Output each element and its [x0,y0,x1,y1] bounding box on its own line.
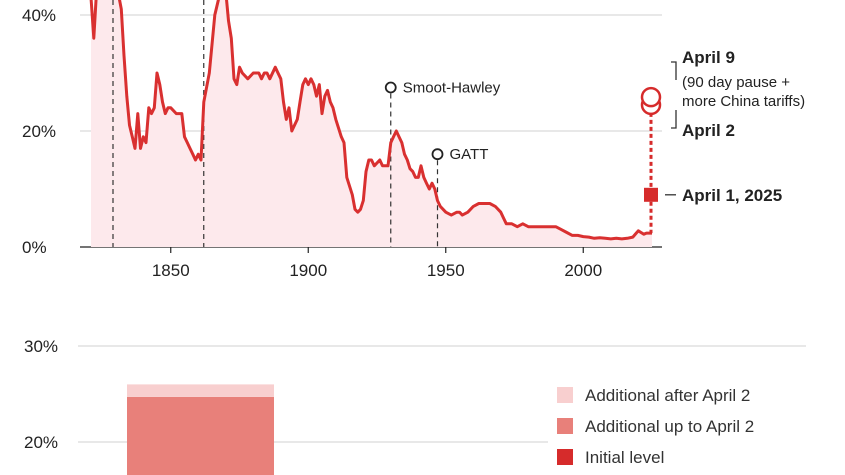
bar-segment [127,396,274,475]
bracket-april-2 [671,110,677,129]
legend-swatch [557,449,573,465]
label-april-9-note: (90 day pause + [682,74,790,91]
marker-april-9 [640,86,662,108]
label-april-9: April 9 [682,48,735,67]
bar-segment [127,384,274,397]
event-label: GATT [450,146,489,163]
y-tick-label: 40% [22,6,56,25]
event-label: Smoot-Hawley [403,80,501,97]
event-marker [431,148,444,161]
y-tick-label: 0% [22,238,47,257]
y-tick-label: 20% [22,122,56,141]
x-tick-label: 2000 [564,261,602,280]
legend-label: Additional after April 2 [585,386,750,405]
y-tick-label: 30% [24,337,58,356]
label-april-1: April 1, 2025 [682,186,782,205]
legend-swatch [557,418,573,434]
marker-april-1 [644,187,658,202]
legend-swatch [557,387,573,403]
x-tick-label: 1950 [427,261,465,280]
series-line [89,0,652,241]
legend-background [548,378,810,475]
y-tick-label: 20% [24,433,58,452]
label-april-2: April 2 [682,121,735,140]
x-tick-label: 1850 [152,261,190,280]
series-area [91,0,652,247]
legend-label: Initial level [585,448,664,467]
legend-label: Additional up to April 2 [585,417,754,436]
label-april-9-note: more China tariffs) [682,93,805,110]
bracket-april-9 [671,61,677,80]
event-marker [384,81,397,94]
x-tick-label: 1900 [289,261,327,280]
